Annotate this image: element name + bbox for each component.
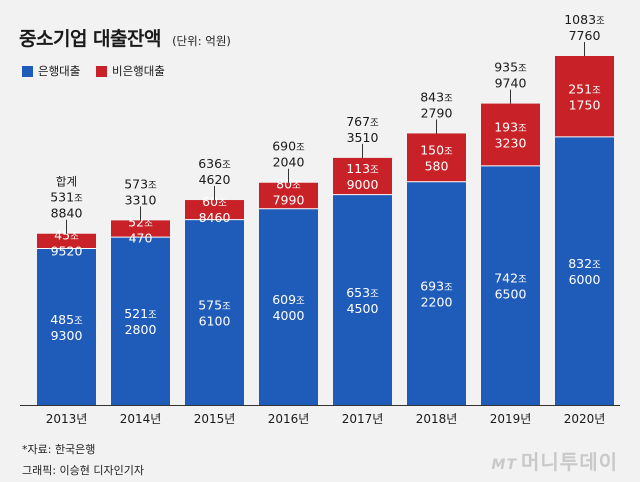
total-prefix-label: 합계: [56, 175, 77, 189]
bar-nonbank-2: [185, 200, 244, 220]
total-label-7-line1: 1083조: [564, 12, 605, 27]
bar-bank-2: [185, 219, 244, 405]
legend-label-nonbank: 비은행대출: [111, 64, 165, 78]
unit-note: (단위: 억원): [172, 34, 231, 48]
total-label-2-line2: 4620: [199, 172, 231, 187]
total-label-3-line2: 2040: [273, 155, 305, 170]
bar-nonbank-3: [259, 182, 318, 209]
legend: 은행대출 비은행대출: [22, 63, 177, 80]
total-label-6-line1: 935조: [494, 60, 527, 75]
bar-bank-1: [111, 237, 170, 405]
legend-item-bank: 은행대출: [22, 63, 80, 79]
bank-label-0-line2: 9300: [51, 328, 83, 343]
x-tick-label-1: 2014년: [120, 412, 162, 426]
total-label-0-line2: 8840: [51, 206, 83, 221]
nonbank-label-3-line2: 7990: [273, 193, 305, 208]
bank-label-1-line2: 2800: [125, 322, 157, 337]
bar-nonbank-1: [111, 220, 170, 238]
bank-label-0-line1: 485조: [50, 312, 83, 327]
legend-swatch-nonbank: [95, 65, 107, 77]
nonbank-label-5-line2: 580: [425, 159, 449, 174]
bank-label-7-line1: 832조: [568, 256, 601, 271]
bank-label-2-line1: 575조: [198, 297, 231, 312]
total-label-5-line1: 843조: [420, 89, 453, 104]
title-row: 중소기업 대출잔액 (단위: 억원): [19, 24, 231, 51]
total-label-2-line1: 636조: [198, 156, 231, 171]
nonbank-label-5-line1: 150조: [420, 143, 453, 158]
nonbank-label-0-line2: 9520: [51, 244, 83, 259]
x-tick-label-5: 2018년: [416, 412, 458, 426]
total-label-5-line2: 2790: [421, 105, 453, 120]
bar-bank-6: [481, 165, 540, 405]
bank-label-5-line1: 693조: [420, 278, 453, 293]
x-tick-label-2: 2015년: [194, 412, 236, 426]
legend-swatch-bank: [22, 65, 33, 77]
x-tick-label-0: 2013년: [46, 412, 88, 426]
x-tick-label-4: 2017년: [342, 412, 384, 426]
credit-note: 그래픽: 이승현 디자인기자: [22, 464, 145, 477]
total-label-7-line2: 7760: [569, 28, 601, 43]
logo-name: 머니투데이: [521, 450, 618, 474]
bar-bank-0: [37, 248, 96, 405]
nonbank-label-6-line2: 3230: [495, 136, 527, 151]
nonbank-label-2-line2: 8460: [199, 210, 231, 225]
logo-mark: MT: [491, 457, 517, 473]
nonbank-label-7-line2: 1750: [569, 97, 601, 112]
total-label-3-line1: 690조: [272, 139, 305, 154]
bar-nonbank-0: [37, 233, 96, 249]
bank-label-4-line2: 4500: [347, 301, 379, 316]
x-tick-label-6: 2019년: [490, 412, 532, 426]
bar-nonbank-7: [555, 56, 614, 137]
nonbank-label-6-line1: 193조: [494, 120, 527, 135]
source-note: *자료: 한국은행: [22, 443, 96, 456]
bank-label-2-line2: 6100: [199, 313, 231, 328]
legend-label-bank: 은행대출: [38, 64, 81, 78]
chart-title: 중소기업 대출잔액: [19, 28, 161, 50]
total-label-0-line1: 531조: [50, 190, 83, 205]
total-label-1-line1: 573조: [124, 176, 157, 191]
nonbank-label-7-line1: 251조: [568, 81, 601, 96]
nonbank-label-4-line2: 9000: [347, 177, 379, 192]
bar-bank-3: [259, 208, 318, 405]
nonbank-label-1-line2: 470: [129, 230, 153, 245]
bar-nonbank-4: [333, 157, 392, 195]
bank-label-1-line1: 521조: [124, 306, 157, 321]
bank-label-5-line2: 2200: [421, 294, 453, 309]
bar-bank-5: [407, 181, 466, 405]
total-label-6-line2: 9740: [495, 76, 527, 91]
bank-label-3-line1: 609조: [272, 292, 305, 307]
total-label-1-line2: 3310: [125, 192, 157, 207]
bank-label-6-line1: 742조: [494, 270, 527, 285]
total-label-4-line1: 767조: [346, 114, 379, 129]
logo: MT 머니투데이: [492, 446, 618, 475]
bank-label-7-line2: 6000: [569, 272, 601, 287]
bank-label-6-line2: 6500: [495, 286, 527, 301]
bank-label-4-line1: 653조: [346, 285, 379, 300]
bar-nonbank-6: [481, 103, 540, 166]
x-tick-label-3: 2016년: [268, 412, 310, 426]
legend-item-nonbank: 비은행대출: [95, 63, 165, 79]
bar-nonbank-5: [407, 133, 466, 182]
bar-bank-4: [333, 194, 392, 405]
bar-bank-7: [555, 136, 614, 405]
nonbank-label-4-line1: 113조: [346, 161, 379, 176]
bank-label-3-line2: 4000: [273, 308, 305, 323]
x-tick-label-7: 2020년: [564, 412, 606, 426]
total-label-4-line2: 3510: [347, 130, 379, 145]
